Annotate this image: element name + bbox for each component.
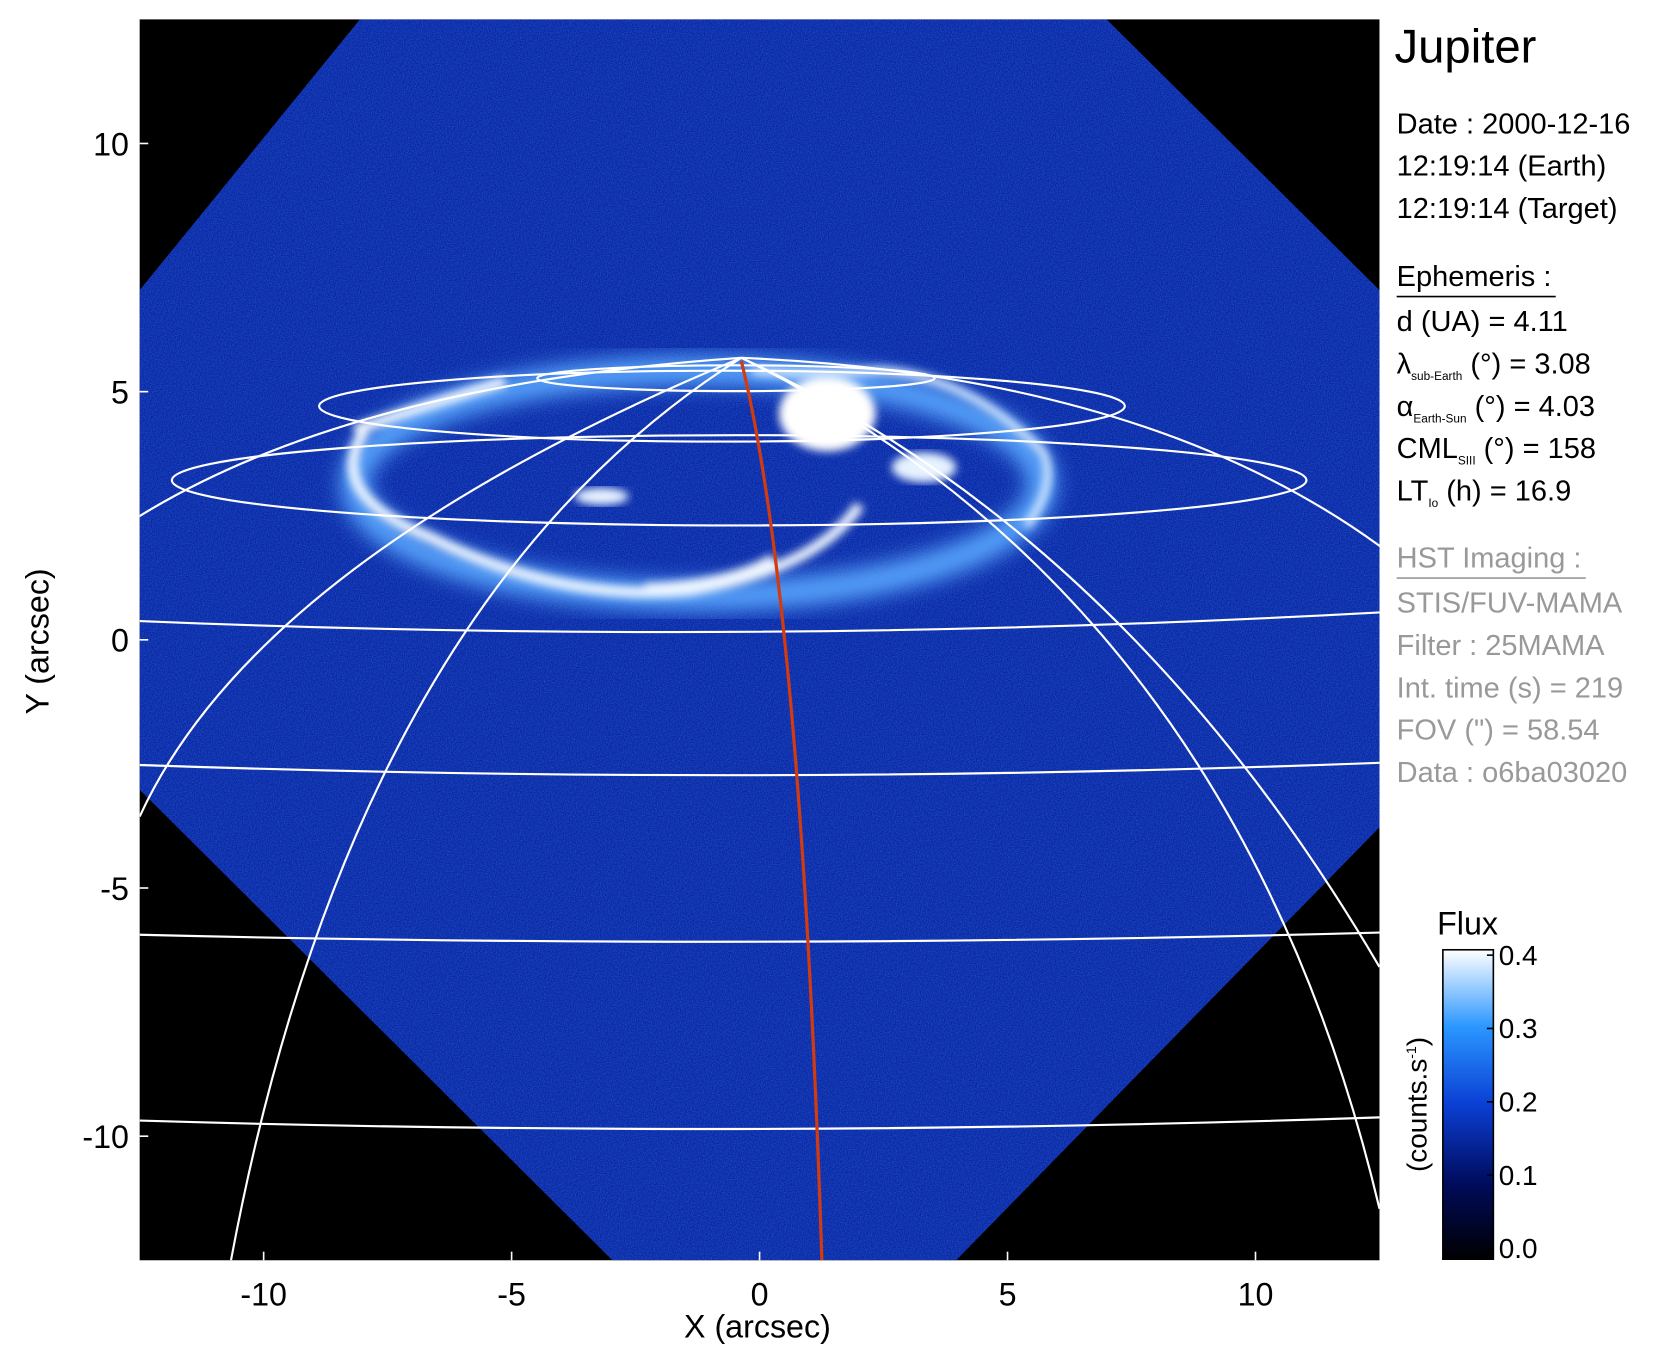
colorbar-tick-label: 0.1 [1499,1160,1538,1191]
x-tick-label: -5 [497,1276,526,1312]
meridian [229,356,742,1261]
imaging-line: STIS/FUV-MAMA [1397,587,1623,619]
parallel [139,931,1380,943]
parallel [170,434,1308,527]
colorbar-label: Flux [1437,906,1498,942]
y-tick-label: 10 [93,126,129,162]
subscript: Earth-Sun [1413,411,1466,425]
y-tick-label: -5 [100,871,129,907]
aurora-spot [574,487,629,505]
ephemeris-text: α [1397,391,1414,423]
parallel [536,364,936,393]
ephemeris-text: (°) = 158 [1476,433,1596,465]
colorbar-scale [1442,948,1495,1261]
x-tick-label: 5 [999,1276,1017,1312]
imaging-line: Int. time (s) = 219 [1397,672,1623,704]
date-line: Date : 2000-12-16 [1397,108,1631,140]
x-tick-label: -10 [240,1276,287,1312]
ephemeris-line: LTIo (h) = 16.9 [1397,476,1572,510]
parallel [139,611,1380,634]
ephemeris-text: d (UA) = 4.11 [1397,306,1568,338]
ephemeris-text: (°) = 4.03 [1467,391,1595,423]
y-tick-label: -10 [82,1119,129,1155]
aurora-oval [347,376,864,598]
info-panel: Date : 2000-12-16 12:19:14 (Earth) 12:19:1… [1397,108,1631,789]
colorbar-tick-label: 0.2 [1499,1086,1538,1117]
ephemeris-text: (h) = 16.9 [1438,476,1571,508]
subscript: sub-Earth [1411,369,1462,383]
ephemeris-text: CML [1397,433,1458,465]
unit-text: (counts.s [1402,1059,1433,1172]
meridian [740,356,1380,1209]
imaging-line: Filter : 25MAMA [1397,630,1606,662]
y-tick-label: 5 [111,374,129,410]
imaging-line: FOV (") = 58.54 [1397,715,1600,747]
chart-title: Jupiter [1395,20,1537,73]
ephemeris-line: αEarth-Sun (°) = 4.03 [1397,391,1595,425]
ephemeris-text: λ [1397,348,1412,380]
coordinate-grid [139,356,1380,1261]
date-line: 12:19:14 (Earth) [1397,151,1607,183]
ephemeris-line: λsub-Earth (°) = 3.08 [1397,348,1591,382]
colorbar-tick-label: 0.4 [1499,940,1538,971]
meridian [740,356,1380,968]
x-axis-label: X (arcsec) [684,1309,831,1345]
imaging-line: Data : o6ba03020 [1397,757,1628,789]
central-meridian [739,360,824,1261]
subscript: Io [1428,496,1438,510]
superscript: -1 [1403,1046,1419,1059]
parallel [139,1116,1380,1131]
y-tick-label: 0 [111,623,129,659]
ephemeris-line: d (UA) = 4.11 [1397,306,1568,338]
colorbar-tick-label: 0.0 [1499,1233,1538,1264]
subscript: SIII [1458,454,1476,468]
aurora-spot [891,452,957,483]
section-heading: Ephemeris : [1397,261,1552,293]
colorbar-tick-label: 0.3 [1499,1013,1538,1044]
ephemeris-line: CMLSIII (°) = 158 [1397,433,1596,467]
x-tick-label: 0 [751,1276,769,1312]
aurora-spot [778,376,876,452]
date-line: 12:19:14 (Target) [1397,193,1618,225]
y-axis-label: Y (arcsec) [19,568,55,714]
x-tick-label: 10 [1238,1276,1274,1312]
section-heading: HST Imaging : [1397,542,1582,574]
unit-text: ) [1402,1037,1433,1046]
ephemeris-text: (°) = 3.08 [1462,348,1590,380]
aurora-oval [751,366,1052,530]
parallel [139,761,1380,777]
ephemeris-text: LT [1397,476,1429,508]
meridian [139,356,742,818]
colorbar-unit: (counts.s-1) [1402,1037,1433,1172]
